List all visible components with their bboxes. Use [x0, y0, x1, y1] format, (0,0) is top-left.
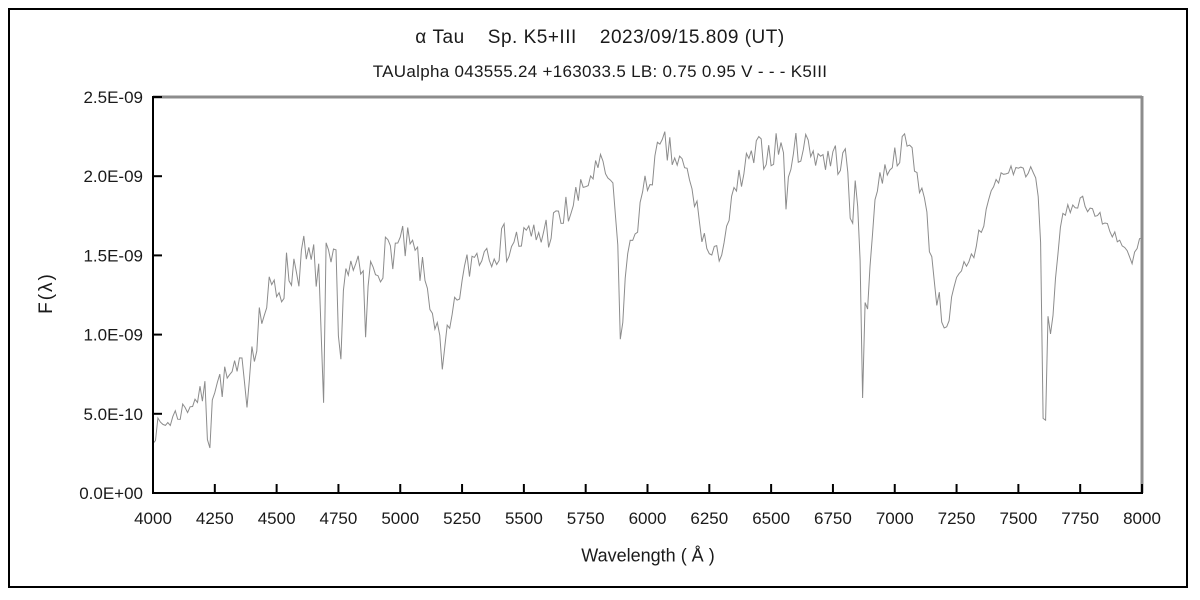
- x-tick-label: 5500: [505, 509, 543, 528]
- x-tick-label: 5000: [381, 509, 419, 528]
- x-tick-label: 8000: [1123, 509, 1161, 528]
- x-tick-label: 7000: [876, 509, 914, 528]
- x-tick-label: 4000: [134, 509, 172, 528]
- y-tick-label: 0.0E+00: [79, 484, 143, 503]
- figure-border: [8, 8, 1188, 588]
- x-tick-label: 6750: [814, 509, 852, 528]
- x-tick-label: 6000: [629, 509, 667, 528]
- x-tick-label: 4250: [196, 509, 234, 528]
- x-tick-label: 5750: [567, 509, 605, 528]
- chart-title: α Tau Sp. K5+III 2023/09/15.809 (UT): [415, 27, 785, 48]
- x-tick-label: 4500: [258, 509, 296, 528]
- chart-subtitle: TAUalpha 043555.24 +163033.5 LB: 0.75 0.…: [372, 62, 828, 81]
- y-axis-title: F(λ): [36, 272, 57, 314]
- x-tick-label: 4750: [320, 509, 358, 528]
- y-tick-label: 1.0E-09: [83, 326, 143, 345]
- spectrum-line: [152, 131, 1143, 449]
- x-tick-label: 7500: [999, 509, 1037, 528]
- x-tick-label: 6250: [690, 509, 728, 528]
- x-tick-label: 6500: [752, 509, 790, 528]
- x-tick-label: 5250: [443, 509, 481, 528]
- y-tick-label: 5.0E-10: [83, 405, 143, 424]
- y-tick-label: 1.5E-09: [83, 246, 143, 265]
- x-tick-label: 7750: [1061, 509, 1099, 528]
- y-tick-label: 2.5E-09: [83, 88, 143, 107]
- y-tick-label: 2.0E-09: [83, 167, 143, 186]
- x-tick-label: 7250: [938, 509, 976, 528]
- x-axis-title: Wavelength ( Å ): [581, 545, 715, 566]
